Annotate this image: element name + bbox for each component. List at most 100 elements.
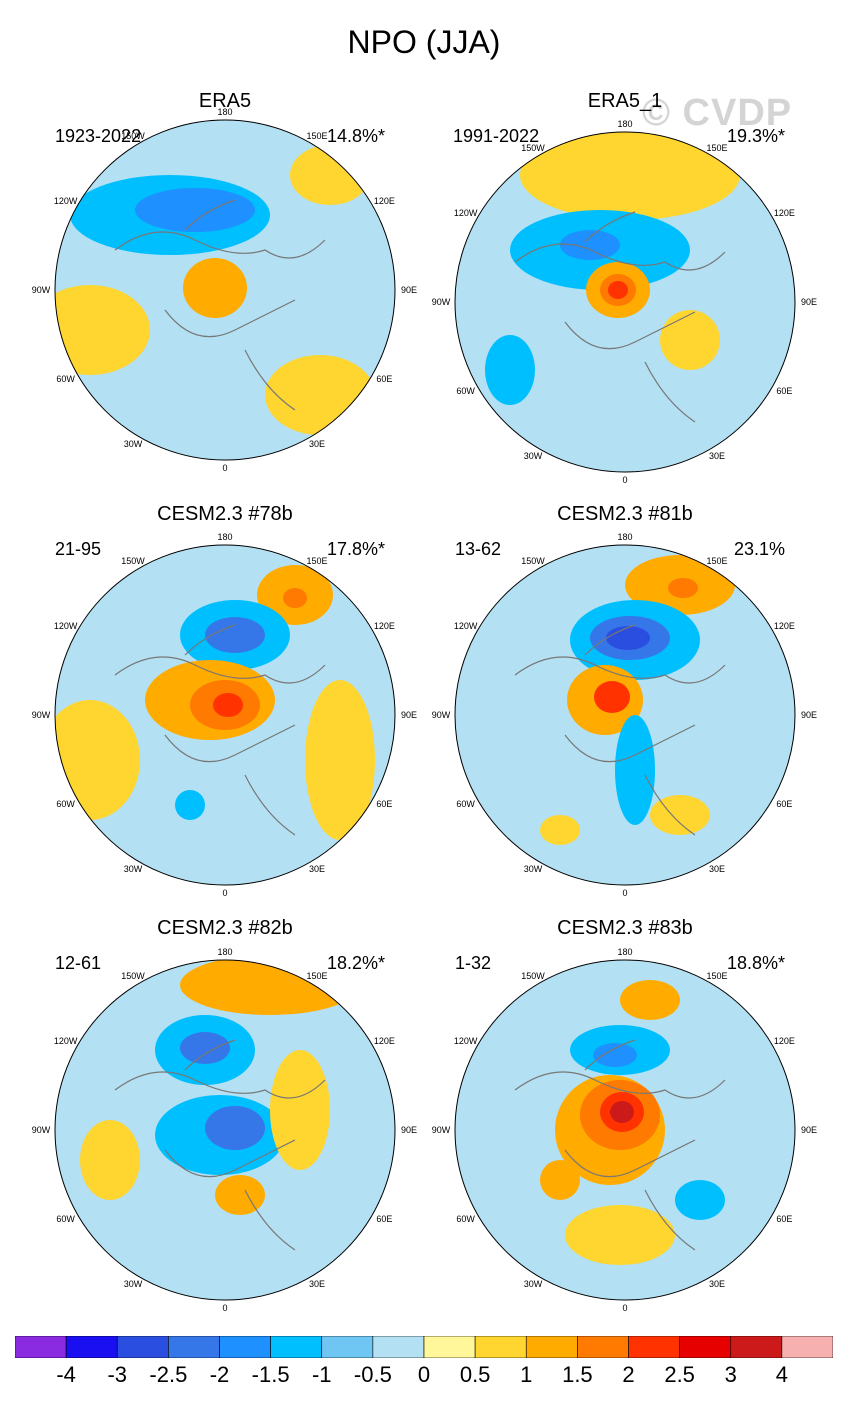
longitude-label: 150W <box>521 971 545 981</box>
longitude-label: 150E <box>706 556 727 566</box>
polar-map: 180 150E 120E 90E 60E 30E 0 30W 60W 90W 120W 150W <box>432 532 817 898</box>
positive-anomaly <box>270 1050 330 1170</box>
longitude-label: 150W <box>121 971 145 981</box>
panel-title: CESM2.3 #78b <box>157 503 293 525</box>
longitude-label: 0 <box>622 1303 627 1313</box>
colorbar-tick-label: 2 <box>622 1362 635 1387</box>
coastline <box>514 1039 726 1251</box>
colorbar-tick-label: 1.5 <box>562 1362 593 1387</box>
positive-anomaly <box>540 1160 580 1200</box>
longitude-label: 60E <box>776 799 792 809</box>
panel-variance: 18.8%* <box>726 953 785 973</box>
panel-title: ERA5_1 <box>587 90 663 112</box>
longitude-label: 90E <box>801 297 817 307</box>
panel-cesm-81b: CESM2.3 #81b 13-62 23.1% <box>455 503 848 903</box>
longitude-label: 30W <box>124 439 143 449</box>
longitude-label: 60E <box>776 386 792 396</box>
longitude-label: 30E <box>309 1279 325 1289</box>
longitude-label: 90E <box>801 710 817 720</box>
negative-anomaly <box>135 188 255 232</box>
longitude-label: 60W <box>456 1214 475 1224</box>
positive-anomaly <box>620 980 680 1020</box>
map-border <box>54 119 396 461</box>
longitude-label: 150E <box>706 971 727 981</box>
longitude-label: 60W <box>56 374 75 384</box>
colorbar-tick-label: -2 <box>209 1362 230 1387</box>
positive-anomaly <box>540 815 580 845</box>
longitude-label: 0 <box>222 463 227 473</box>
colorbar-tick-label: -1 <box>311 1362 332 1387</box>
longitude-label: 120W <box>54 1036 78 1046</box>
longitude-label: 90W <box>32 285 51 295</box>
longitude-label: 150W <box>121 131 145 141</box>
longitude-label: 0 <box>622 475 627 485</box>
longitude-label: 60W <box>456 799 475 809</box>
colorbar-tick-label: -3 <box>107 1362 128 1387</box>
colorbar-tick-label: 3 <box>724 1362 737 1387</box>
panel-cesm-78b: CESM2.3 #78b 21-95 17.8%* <box>55 503 455 903</box>
longitude-label: 120W <box>454 621 478 631</box>
positive-anomaly <box>290 145 370 205</box>
panel-era5-1: ERA5_1 1991-2022 19.3%* <box>453 90 848 490</box>
longitude-label: 0 <box>222 888 227 898</box>
longitude-label: 120W <box>54 196 78 206</box>
longitude-label: 60E <box>776 1214 792 1224</box>
longitude-label: 150E <box>306 131 327 141</box>
negative-anomaly <box>560 230 620 260</box>
polar-map: 180 150E 120E 90E 60E 30E 0 30W 60W 90W 120W 150W <box>432 119 817 485</box>
positive-anomaly <box>608 281 628 299</box>
polar-map: 180 150E 120E 90E 60E 30E 0 30W 60W 90W 120W 150W <box>32 107 417 473</box>
longitude-label: 30W <box>524 451 543 461</box>
colorbar-tick-label: -1.5 <box>251 1362 290 1387</box>
coastline <box>514 211 726 423</box>
longitude-label: 120E <box>374 1036 395 1046</box>
longitude-label: 30E <box>709 864 725 874</box>
longitude-label: 150E <box>306 971 327 981</box>
longitude-label: 120W <box>454 208 478 218</box>
longitude-label: 180 <box>217 532 232 542</box>
panel-period: 1923-2022 <box>55 126 142 146</box>
colorbar-tick-label: -0.5 <box>353 1362 392 1387</box>
longitude-label: 180 <box>617 947 632 957</box>
coastline <box>114 624 326 836</box>
longitude-label: 90E <box>401 1125 417 1135</box>
positive-anomaly <box>520 132 740 220</box>
longitude-label: 30E <box>309 864 325 874</box>
panel-period: 21-95 <box>55 539 102 559</box>
longitude-label: 150W <box>121 556 145 566</box>
coastline <box>114 1039 326 1251</box>
colorbar-tick-label: -4 <box>56 1362 76 1387</box>
panel-cesm-82b: CESM2.3 #82b 12-61 18.2%* <box>55 917 455 1317</box>
panel-period: 1-32 <box>455 953 492 973</box>
map-border <box>54 959 396 1301</box>
negative-anomaly <box>606 626 650 650</box>
longitude-label: 180 <box>217 947 232 957</box>
positive-anomaly <box>215 1175 265 1215</box>
colorbar-tick-label: 2.5 <box>664 1362 695 1387</box>
panel-variance: 14.8%* <box>326 126 385 146</box>
longitude-label: 60E <box>376 374 392 384</box>
longitude-label: 30E <box>709 1279 725 1289</box>
cvdp-watermark: © CVDP <box>642 92 793 134</box>
positive-anomaly <box>55 285 150 375</box>
coastline <box>114 199 326 411</box>
longitude-label: 120E <box>774 1036 795 1046</box>
panel-variance: 23.1% <box>733 539 785 559</box>
positive-anomaly <box>305 680 375 840</box>
positive-anomaly <box>565 1205 675 1265</box>
positive-anomaly <box>213 693 243 717</box>
polar-map: 180 150E 120E 90E 60E 30E 0 30W 60W 90W 120W 150W <box>432 947 817 1313</box>
map-border <box>454 544 796 886</box>
colorbar-tick-label: 0 <box>417 1362 431 1387</box>
panel-title: CESM2.3 #81b <box>557 503 693 525</box>
longitude-label: 90W <box>432 1125 451 1135</box>
map-border <box>454 131 796 473</box>
colorbar <box>15 1336 833 1358</box>
colorbar-tick-label: 4 <box>775 1362 788 1387</box>
longitude-label: 0 <box>222 1303 227 1313</box>
colorbar-labels: -4 -3 -2.5 -2 -1.5 -1 -0.5 0 0.5 1 1.5 2 2.5 3 4 <box>0 1362 848 1392</box>
negative-anomaly <box>615 715 655 825</box>
longitude-label: 60W <box>56 799 75 809</box>
longitude-label: 90W <box>432 710 451 720</box>
map-border <box>54 544 396 886</box>
